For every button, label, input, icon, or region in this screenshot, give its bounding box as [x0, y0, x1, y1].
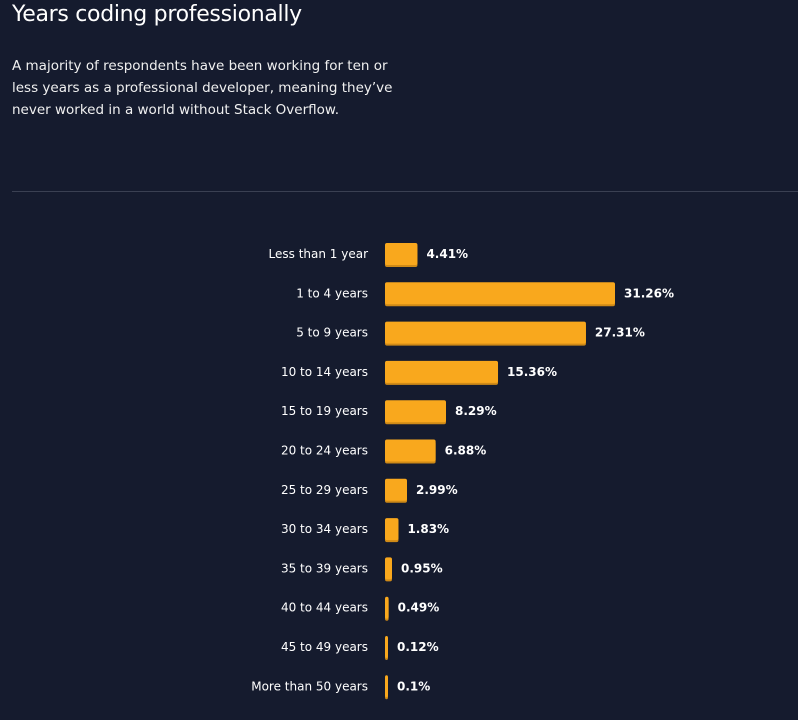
category-label: 45 to 49 years [281, 640, 368, 654]
category-label: 15 to 19 years [281, 404, 368, 418]
bar [385, 675, 388, 698]
bar [385, 557, 392, 580]
category-label: 20 to 24 years [281, 444, 368, 458]
value-label: 8.29% [455, 404, 497, 418]
category-label: 35 to 39 years [281, 561, 368, 575]
bar [385, 439, 436, 462]
page-title: Years coding professionally [12, 2, 302, 27]
category-label: 10 to 14 years [281, 365, 368, 379]
value-label: 4.41% [426, 247, 468, 261]
value-label: 0.12% [397, 640, 439, 654]
category-label: Less than 1 year [269, 247, 369, 261]
bar [385, 636, 388, 658]
value-label: 27.31% [595, 326, 645, 340]
value-label: 31.26% [624, 286, 674, 300]
bar [385, 478, 407, 501]
value-label: 0.1% [397, 679, 430, 693]
bar [385, 400, 446, 423]
bar [385, 243, 418, 265]
category-label: 5 to 9 years [296, 326, 368, 340]
value-label: 6.88% [445, 444, 487, 458]
value-label: 1.83% [407, 522, 449, 536]
section-description: A majority of respondents have been work… [12, 58, 393, 118]
bar [385, 360, 499, 383]
bar [385, 596, 389, 619]
divider [12, 191, 798, 192]
bar [385, 282, 615, 305]
value-label: 2.99% [416, 483, 458, 497]
category-label: 40 to 44 years [281, 601, 368, 615]
category-label: 30 to 34 years [281, 522, 368, 536]
value-label: 0.95% [401, 561, 443, 575]
category-label: More than 50 years [251, 679, 368, 693]
bar [385, 518, 399, 541]
value-label: 0.49% [398, 601, 440, 615]
category-label: 25 to 29 years [281, 483, 368, 497]
value-label: 15.36% [507, 365, 557, 379]
category-label: 1 to 4 years [296, 286, 368, 300]
bar [385, 321, 586, 344]
